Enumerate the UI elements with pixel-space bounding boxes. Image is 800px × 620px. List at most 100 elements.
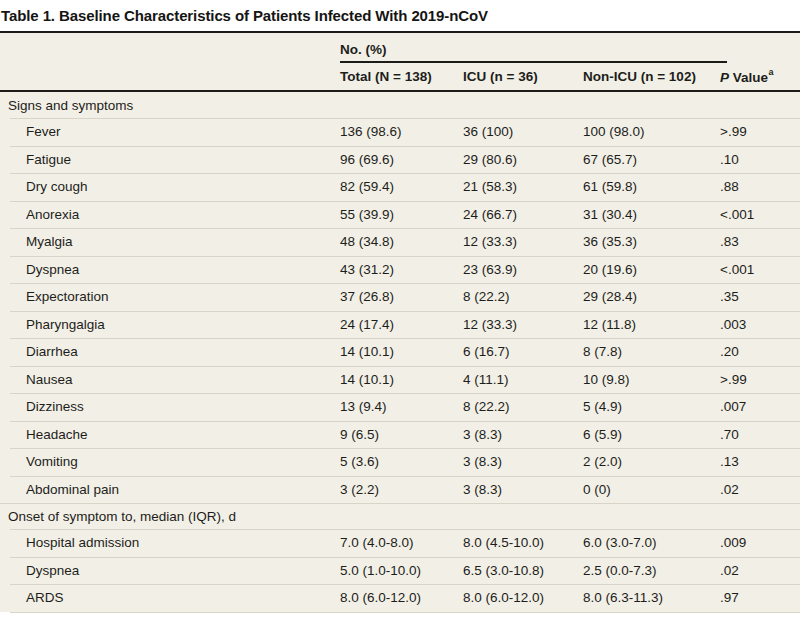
p-value-footnote-marker: a xyxy=(769,67,774,77)
cell-p-value: <.001 xyxy=(712,262,800,277)
table-row: Pharyngalgia24 (17.4)12 (33.3)12 (11.8).… xyxy=(0,311,800,339)
cell-non-icu: 8.0 (6.3-11.3) xyxy=(575,590,712,605)
table-body: Signs and symptomsFever136 (98.6)36 (100… xyxy=(0,92,800,612)
table-header: No. (%) Total (N = 138) ICU (n = 36) Non… xyxy=(0,33,800,90)
cell-total: 55 (39.9) xyxy=(332,207,455,222)
row-label: Anorexia xyxy=(0,207,332,222)
cell-non-icu: 8 (7.8) xyxy=(575,344,712,359)
p-value-rest: Value xyxy=(729,70,768,85)
cell-p-value: .97 xyxy=(712,590,800,605)
cell-icu: 6 (16.7) xyxy=(455,344,575,359)
section-header-row: Onset of symptom to, median (IQR), d xyxy=(0,503,800,529)
cell-total: 7.0 (4.0-8.0) xyxy=(332,535,455,550)
header-spacer xyxy=(712,33,800,63)
cell-p-value: .003 xyxy=(712,317,800,332)
cell-icu: 36 (100) xyxy=(455,124,575,139)
table-row: Abdominal pain3 (2.2)3 (8.3)0 (0).02 xyxy=(0,476,800,504)
p-value-italic: P xyxy=(720,70,729,85)
row-label: Headache xyxy=(0,427,332,442)
bottom-separator xyxy=(10,612,800,613)
cell-icu: 3 (8.3) xyxy=(455,427,575,442)
table-row: Diarrhea14 (10.1)6 (16.7)8 (7.8).20 xyxy=(0,338,800,366)
table-row: ARDS8.0 (6.0-12.0)8.0 (6.0-12.0)8.0 (6.3… xyxy=(0,584,800,612)
row-label: Myalgia xyxy=(0,234,332,249)
cell-icu: 8 (22.2) xyxy=(455,399,575,414)
cell-total: 37 (26.8) xyxy=(332,289,455,304)
cell-p-value: .10 xyxy=(712,152,800,167)
table-row: Vomiting5 (3.6)3 (8.3)2 (2.0).13 xyxy=(0,448,800,476)
header-group-row: No. (%) xyxy=(0,33,800,63)
cell-total: 96 (69.6) xyxy=(332,152,455,167)
cell-p-value: >.99 xyxy=(712,124,800,139)
cell-non-icu: 20 (19.6) xyxy=(575,262,712,277)
table-row: Anorexia55 (39.9)24 (66.7)31 (30.4)<.001 xyxy=(0,201,800,229)
cell-non-icu: 100 (98.0) xyxy=(575,124,712,139)
cell-total: 8.0 (6.0-12.0) xyxy=(332,590,455,605)
cell-total: 48 (34.8) xyxy=(332,234,455,249)
cell-icu: 3 (8.3) xyxy=(455,454,575,469)
cell-icu: 3 (8.3) xyxy=(455,482,575,497)
cell-non-icu: 12 (11.8) xyxy=(575,317,712,332)
table-row: Fever136 (98.6)36 (100)100 (98.0)>.99 xyxy=(0,118,800,146)
cell-p-value: .009 xyxy=(712,535,800,550)
cell-icu: 8.0 (4.5-10.0) xyxy=(455,535,575,550)
cell-non-icu: 10 (9.8) xyxy=(575,372,712,387)
table-row: Hospital admission7.0 (4.0-8.0)8.0 (4.5-… xyxy=(0,529,800,557)
cell-p-value: .35 xyxy=(712,289,800,304)
table-row: Myalgia48 (34.8)12 (33.3)36 (35.3).83 xyxy=(0,228,800,256)
cell-total: 14 (10.1) xyxy=(332,372,455,387)
row-label: Abdominal pain xyxy=(0,482,332,497)
col-header-total: Total (N = 138) xyxy=(332,69,455,84)
cell-icu: 24 (66.7) xyxy=(455,207,575,222)
cell-non-icu: 6.0 (3.0-7.0) xyxy=(575,535,712,550)
col-header-p-value: P Valuea xyxy=(712,68,800,85)
cell-p-value: .20 xyxy=(712,344,800,359)
row-label: Fatigue xyxy=(0,152,332,167)
cell-total: 43 (31.2) xyxy=(332,262,455,277)
row-label: Dyspnea xyxy=(0,262,332,277)
cell-p-value: .83 xyxy=(712,234,800,249)
table-title: Table 1. Baseline Characteristics of Pat… xyxy=(0,0,800,31)
cell-non-icu: 67 (65.7) xyxy=(575,152,712,167)
row-label: Dyspnea xyxy=(0,563,332,578)
header-columns-row: Total (N = 138) ICU (n = 36) Non-ICU (n … xyxy=(0,63,800,90)
cell-non-icu: 36 (35.3) xyxy=(575,234,712,249)
cell-total: 13 (9.4) xyxy=(332,399,455,414)
row-label: Hospital admission xyxy=(0,535,332,550)
cell-p-value: .88 xyxy=(712,179,800,194)
cell-p-value: .02 xyxy=(712,482,800,497)
row-label: ARDS xyxy=(0,590,332,605)
cell-total: 5.0 (1.0-10.0) xyxy=(332,563,455,578)
table-row: Dyspnea43 (31.2)23 (63.9)20 (19.6)<.001 xyxy=(0,256,800,284)
cell-non-icu: 5 (4.9) xyxy=(575,399,712,414)
cell-non-icu: 61 (59.8) xyxy=(575,179,712,194)
cell-total: 5 (3.6) xyxy=(332,454,455,469)
cell-p-value: .13 xyxy=(712,454,800,469)
table-row: Dyspnea5.0 (1.0-10.0)6.5 (3.0-10.8)2.5 (… xyxy=(0,557,800,585)
cell-non-icu: 2.5 (0.0-7.3) xyxy=(575,563,712,578)
cell-p-value: .02 xyxy=(712,563,800,578)
row-label: Diarrhea xyxy=(0,344,332,359)
table-row: Headache9 (6.5)3 (8.3)6 (5.9).70 xyxy=(0,421,800,449)
group-header-cell: No. (%) xyxy=(332,33,712,63)
row-label: Fever xyxy=(0,124,332,139)
cell-p-value: >.99 xyxy=(712,372,800,387)
journal-table-page: Table 1. Baseline Characteristics of Pat… xyxy=(0,0,800,620)
cell-icu: 8.0 (6.0-12.0) xyxy=(455,590,575,605)
cell-p-value: .007 xyxy=(712,399,800,414)
cell-icu: 29 (80.6) xyxy=(455,152,575,167)
col-header-icu: ICU (n = 36) xyxy=(455,69,575,84)
row-label: Dry cough xyxy=(0,179,332,194)
cell-p-value: <.001 xyxy=(712,207,800,222)
row-label: Pharyngalgia xyxy=(0,317,332,332)
row-label: Vomiting xyxy=(0,454,332,469)
cell-icu: 12 (33.3) xyxy=(455,234,575,249)
table-row: Nausea14 (10.1)4 (11.1)10 (9.8)>.99 xyxy=(0,366,800,394)
cell-icu: 12 (33.3) xyxy=(455,317,575,332)
table-row: Dry cough82 (59.4)21 (58.3)61 (59.8).88 xyxy=(0,173,800,201)
cell-total: 3 (2.2) xyxy=(332,482,455,497)
section-header-row: Signs and symptoms xyxy=(0,92,800,118)
cell-non-icu: 2 (2.0) xyxy=(575,454,712,469)
cell-total: 136 (98.6) xyxy=(332,124,455,139)
cell-non-icu: 31 (30.4) xyxy=(575,207,712,222)
